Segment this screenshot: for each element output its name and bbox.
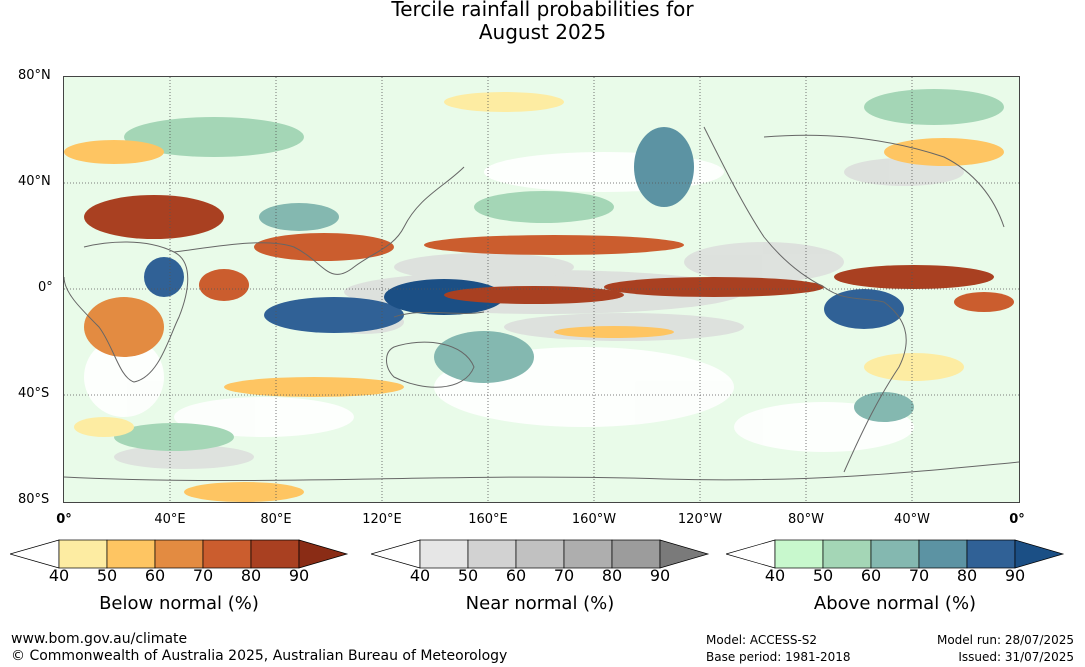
lon-label-40w: 40°W (894, 512, 930, 527)
legend-swatch (106, 539, 156, 569)
tick-label: 50 (812, 566, 834, 585)
world-rainfall-map (63, 76, 1020, 503)
lat-label-80n: 80°N (18, 68, 51, 83)
tick-label: 40 (764, 566, 786, 585)
legend-swatch (918, 539, 968, 569)
legend-swatch (250, 539, 300, 569)
legend-swatch (611, 539, 661, 569)
legend-above-normal (726, 539, 1066, 569)
legend-swatch (298, 539, 349, 569)
white-areas (84, 152, 914, 452)
lon-label-80w: 80°W (788, 512, 824, 527)
lon-label-0-east: 0° (1009, 512, 1025, 527)
legend-swatch (154, 539, 204, 569)
issued-date: Issued: 31/07/2025 (958, 650, 1074, 664)
legend-swatch (467, 539, 517, 569)
legend-near-normal (371, 539, 711, 569)
title-line-1: Tercile rainfall probabilities for (391, 0, 694, 21)
legend-above-normal-title: Above normal (%) (813, 593, 977, 614)
legend-swatch (202, 539, 252, 569)
legend-below-normal-colorbar (10, 539, 349, 569)
legend-below-normal-title: Below normal (%) (99, 593, 259, 614)
tick-label: 60 (860, 566, 882, 585)
legend-swatch (966, 539, 1016, 569)
graticule (64, 77, 1019, 502)
tick-label: 90 (649, 566, 671, 585)
lon-label-120e: 120°E (362, 512, 402, 527)
legend-swatch (515, 539, 565, 569)
tick-label: 70 (192, 566, 214, 585)
lon-label-0-west: 0° (56, 512, 72, 527)
lon-label-160w: 160°W (571, 512, 617, 527)
lat-label-0: 0° (38, 280, 53, 295)
legend-near-normal-title: Near normal (%) (465, 593, 615, 614)
legend-swatch (10, 539, 60, 569)
tick-label: 70 (908, 566, 930, 585)
legend-swatch (371, 539, 421, 569)
legend-swatch (870, 539, 920, 569)
tick-label: 80 (601, 566, 623, 585)
tick-label: 40 (409, 566, 431, 585)
tick-label: 60 (505, 566, 527, 585)
lon-label-120w: 120°W (677, 512, 723, 527)
lon-label-40e: 40°E (154, 512, 186, 527)
legend-swatch (726, 539, 776, 569)
tick-label: 90 (1004, 566, 1026, 585)
tick-label: 80 (956, 566, 978, 585)
tick-label: 80 (240, 566, 262, 585)
tick-label: 50 (96, 566, 118, 585)
tick-label: 60 (144, 566, 166, 585)
above-normal-areas (114, 89, 1004, 451)
source-url: www.bom.gov.au/climate (11, 631, 188, 647)
coastlines (64, 126, 1019, 482)
base-period: Base period: 1981-2018 (706, 650, 851, 664)
lat-label-80s: 80°S (18, 492, 50, 507)
tick-label: 90 (288, 566, 310, 585)
tick-label: 50 (457, 566, 479, 585)
legend-swatch (419, 539, 469, 569)
title-line-2: August 2025 (478, 20, 607, 44)
lat-label-40s: 40°S (18, 386, 50, 401)
legend-swatch (774, 539, 824, 569)
tick-label: 70 (553, 566, 575, 585)
lat-label-40n: 40°N (18, 174, 51, 189)
model-run-date: Model run: 28/07/2025 (936, 633, 1074, 647)
lon-label-80e: 80°E (260, 512, 292, 527)
tick-label: 40 (48, 566, 70, 585)
legend-swatch (1014, 539, 1065, 569)
map-title: Tercile rainfall probabilities for Augus… (0, 0, 1085, 44)
lon-label-160e: 160°E (468, 512, 508, 527)
legend-above-normal-colorbar (726, 539, 1065, 569)
legend-below-normal (10, 539, 350, 569)
legend-swatch (563, 539, 613, 569)
copyright-notice: © Commonwealth of Australia 2025, Austra… (11, 648, 508, 664)
legend-swatch (659, 539, 710, 569)
legend-swatch (58, 539, 108, 569)
legend-near-normal-colorbar (371, 539, 710, 569)
legend-swatch (822, 539, 872, 569)
below-normal-areas (64, 92, 1014, 502)
model-name: Model: ACCESS-S2 (706, 633, 818, 647)
